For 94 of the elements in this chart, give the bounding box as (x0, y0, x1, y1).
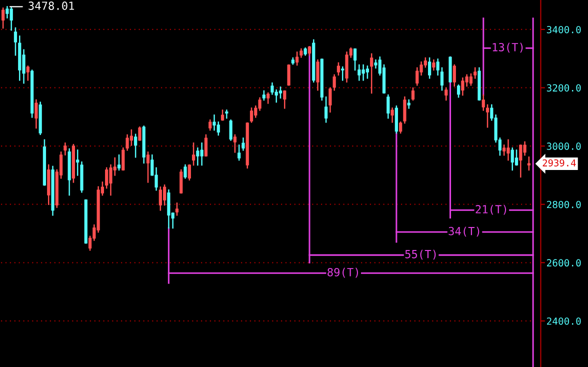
candlestick (469, 73, 473, 86)
candlestick (506, 139, 510, 161)
candlestick (407, 99, 410, 109)
candlestick (229, 119, 232, 141)
candlestick (486, 104, 490, 128)
candlestick (336, 62, 340, 76)
candlestick (10, 6, 13, 31)
candlestick (482, 94, 485, 111)
candlestick (353, 48, 357, 71)
y-tick-label: 3000.0 (546, 142, 581, 150)
candlestick (204, 134, 208, 157)
candlestick (242, 138, 245, 151)
candlestick (416, 67, 419, 86)
candlestick (399, 122, 402, 134)
candlestick (390, 108, 394, 123)
candlestick (105, 167, 108, 189)
candlestick (220, 110, 224, 121)
candlestick (332, 74, 336, 91)
candlestick (134, 134, 138, 158)
candlestick (362, 64, 365, 81)
candlestick (465, 74, 468, 87)
candlestick (14, 27, 18, 56)
candlestick (34, 99, 38, 129)
candlestick (188, 164, 191, 180)
candlestick (158, 186, 162, 211)
y-tick-label: 2400.0 (547, 317, 581, 325)
text: 2939.4 (542, 159, 576, 166)
candlestick (316, 59, 320, 91)
candlestick (200, 142, 204, 166)
candlestick (216, 122, 220, 136)
ref-line-label: 21(T) (476, 204, 506, 215)
candlestick (345, 52, 348, 83)
candlestick (519, 144, 522, 178)
y-tick-label: 2600.0 (547, 259, 581, 266)
candlestick (370, 53, 374, 94)
ref-line-label: 34(T) (448, 226, 480, 237)
candlestick (250, 108, 254, 123)
y-tick-label: 3400.0 (546, 26, 581, 34)
candlestick (192, 142, 196, 166)
candlestick (6, 6, 9, 18)
candlestick (233, 134, 237, 153)
candlestick (461, 77, 464, 96)
candlestick (452, 64, 456, 87)
candlestick (358, 64, 361, 81)
candlestick (126, 134, 129, 151)
y-tick-label: 2800.0 (547, 200, 581, 208)
candlestick (196, 147, 200, 166)
candlestick (394, 105, 398, 134)
candlestick (208, 119, 212, 131)
candlestick (527, 156, 530, 171)
candlestick (225, 110, 228, 119)
candlestick (2, 8, 5, 29)
candlestick (474, 67, 477, 79)
candlestick (456, 84, 460, 98)
candlestick (175, 202, 179, 216)
candlestick (162, 184, 166, 206)
candlestick (212, 114, 216, 131)
candlestick (180, 169, 183, 194)
candlestick (366, 66, 370, 79)
ref-line-label: 13(T) (492, 42, 523, 53)
candlestick (436, 58, 440, 76)
candlestick (428, 57, 432, 79)
ref-line-label: 89(T) (328, 268, 358, 278)
candlestick (117, 154, 121, 171)
candlestick (76, 150, 80, 176)
candlestick (138, 126, 142, 141)
candlestick (411, 87, 415, 101)
candlestick (26, 66, 30, 81)
candlestick (432, 59, 436, 71)
y-tick-label: 3200.0 (546, 84, 581, 92)
candlestick (514, 150, 518, 166)
candlestick (283, 90, 286, 109)
candlestick (502, 144, 506, 156)
candlestick (444, 87, 448, 101)
candlestick (324, 96, 328, 123)
candlestick (328, 87, 332, 113)
candlestick (510, 147, 514, 171)
candlestick (403, 96, 406, 124)
candlestick (146, 152, 150, 183)
candlestick (440, 67, 444, 91)
candlestick (130, 129, 133, 146)
candlestick (184, 164, 187, 179)
candlestick (386, 94, 390, 119)
candlestick (295, 52, 299, 66)
candlestick (64, 142, 67, 156)
candlestick (238, 144, 241, 161)
candlestick (262, 90, 266, 101)
annotation: 3478.01 (28, 2, 74, 10)
candlestick (341, 66, 344, 81)
candlestick (274, 89, 278, 103)
candlestick (278, 86, 282, 99)
candlestick (287, 64, 290, 86)
ref-line-label: 55(T) (405, 250, 436, 260)
candlestick (266, 92, 270, 104)
